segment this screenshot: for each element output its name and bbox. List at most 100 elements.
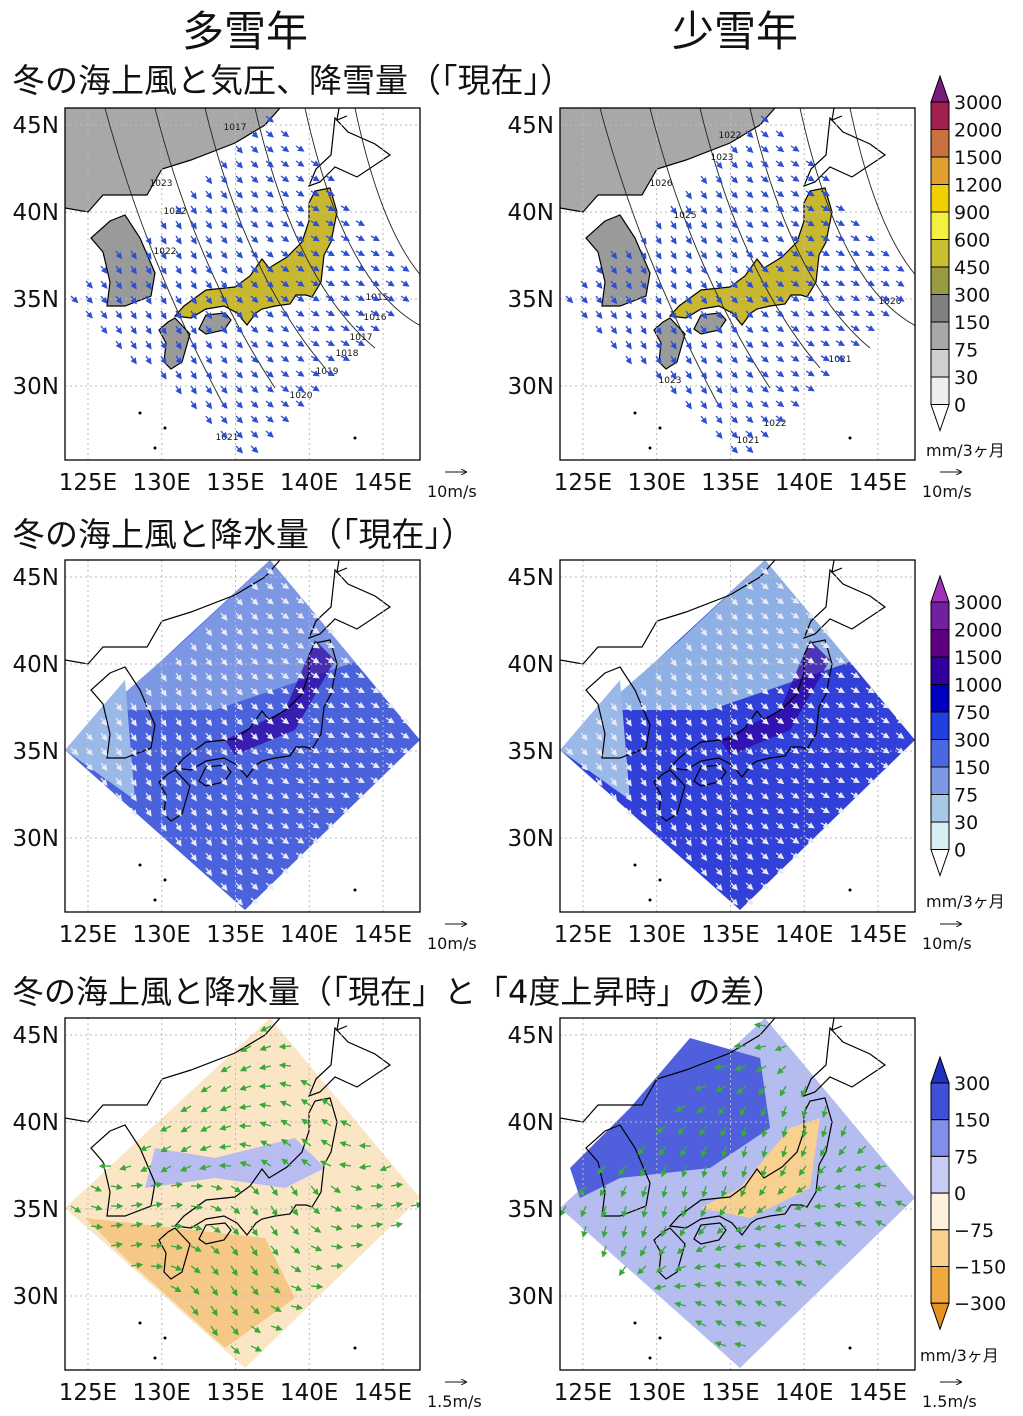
colorbar-label: 450 bbox=[954, 257, 990, 279]
reference-vector-label: 1.5m/s bbox=[427, 1392, 482, 1411]
island bbox=[354, 437, 357, 440]
colorbar-label: 150 bbox=[954, 757, 990, 779]
lat-tick-label: 35N bbox=[508, 287, 554, 313]
wind-vector bbox=[220, 1165, 231, 1166]
lon-tick-label: 145E bbox=[849, 470, 907, 496]
lon-tick-label: 125E bbox=[59, 470, 117, 496]
island bbox=[849, 889, 852, 892]
isobar-label: 1023 bbox=[711, 153, 734, 163]
island bbox=[354, 889, 357, 892]
colorbar-label: −150 bbox=[954, 1257, 1006, 1279]
lon-tick-label: 140E bbox=[775, 922, 833, 948]
island bbox=[154, 1357, 157, 1360]
colorbar-box bbox=[931, 1230, 949, 1267]
lon-tick-label: 125E bbox=[59, 922, 117, 948]
lat-tick-label: 40N bbox=[508, 200, 554, 226]
lon-tick-label: 140E bbox=[280, 470, 338, 496]
isobar-label: 1021 bbox=[216, 433, 239, 443]
lon-tick-label: 130E bbox=[628, 470, 686, 496]
lon-tick-label: 145E bbox=[849, 922, 907, 948]
colorbar-label: 300 bbox=[954, 730, 990, 752]
colorbar-box bbox=[931, 157, 949, 185]
colorbar-label: 0 bbox=[954, 395, 966, 417]
isobar-label: 1023 bbox=[659, 376, 682, 386]
island bbox=[634, 412, 637, 415]
island bbox=[849, 1347, 852, 1350]
lon-tick-label: 135E bbox=[701, 1380, 759, 1406]
lat-tick-label: 30N bbox=[508, 374, 554, 400]
colorbar-label: 30 bbox=[954, 812, 978, 834]
wind-vector bbox=[151, 1245, 162, 1246]
colorbar-box bbox=[931, 295, 949, 323]
reference-vector-label: 10m/s bbox=[427, 934, 477, 953]
colorbar-box bbox=[931, 322, 949, 350]
island bbox=[849, 437, 852, 440]
colorbar-label: 3000 bbox=[954, 92, 1002, 114]
isobar-label: 1020 bbox=[290, 391, 313, 401]
wind-vector bbox=[151, 1266, 162, 1267]
isobar-label: 1017 bbox=[350, 333, 373, 343]
lat-tick-label: 40N bbox=[13, 652, 59, 678]
colorbar-box bbox=[931, 1156, 949, 1193]
lon-tick-label: 125E bbox=[59, 1380, 117, 1406]
column-header: 少雪年 bbox=[672, 7, 798, 56]
island bbox=[154, 899, 157, 902]
wind-vector bbox=[131, 1185, 142, 1186]
colorbar-box bbox=[931, 630, 949, 658]
lon-tick-label: 125E bbox=[554, 1380, 612, 1406]
colorbar-box bbox=[931, 102, 949, 130]
colorbar-box bbox=[931, 130, 949, 158]
colorbar-label: 1200 bbox=[954, 175, 1002, 197]
colorbar-bottom-triangle bbox=[931, 405, 949, 431]
lon-tick-label: 145E bbox=[354, 922, 412, 948]
wind-vector bbox=[795, 1225, 806, 1226]
colorbar-box bbox=[931, 685, 949, 713]
colorbar-unit: mm/3ヶ月 bbox=[926, 892, 1005, 911]
colorbar-bottom-triangle bbox=[931, 850, 949, 876]
lat-tick-label: 45N bbox=[508, 113, 554, 139]
lon-tick-label: 140E bbox=[280, 922, 338, 948]
isobar-label: 1022 bbox=[719, 131, 742, 141]
colorbar-top-triangle bbox=[931, 76, 949, 102]
colorbar-label: 0 bbox=[954, 840, 966, 862]
colorbar-unit: mm/3ヶ月 bbox=[926, 441, 1005, 460]
isobar-label: 1016 bbox=[364, 313, 387, 323]
lat-tick-label: 40N bbox=[13, 200, 59, 226]
isobar-label: 1021 bbox=[737, 436, 760, 446]
colorbar-bottom-triangle bbox=[931, 1303, 949, 1329]
colorbar-box bbox=[931, 240, 949, 268]
colorbar-unit: mm/3ヶ月 bbox=[920, 1346, 999, 1365]
island bbox=[354, 1347, 357, 1350]
island bbox=[164, 879, 167, 882]
colorbar-box bbox=[931, 740, 949, 768]
colorbar-label: 300 bbox=[954, 1073, 990, 1095]
island bbox=[649, 899, 652, 902]
lat-tick-label: 35N bbox=[13, 287, 59, 313]
isobar-label: 1026 bbox=[650, 179, 673, 189]
isobar-label: 1018 bbox=[336, 349, 359, 359]
colorbar-label: 3000 bbox=[954, 592, 1002, 614]
lon-tick-label: 140E bbox=[775, 1380, 833, 1406]
isobar-label: 1021 bbox=[829, 355, 852, 365]
colorbar-label: 75 bbox=[954, 340, 978, 362]
colorbar-label: 2000 bbox=[954, 620, 1002, 642]
lat-tick-label: 30N bbox=[13, 1284, 59, 1310]
reference-vector-label: 10m/s bbox=[922, 482, 972, 501]
colorbar-box bbox=[931, 767, 949, 795]
colorbar-box bbox=[931, 822, 949, 850]
lat-tick-label: 35N bbox=[13, 739, 59, 765]
lat-tick-label: 45N bbox=[508, 1023, 554, 1049]
lon-tick-label: 145E bbox=[849, 1380, 907, 1406]
row-title: 冬の海上風と気圧、降雪量（「現在」） bbox=[12, 61, 573, 100]
colorbar-label: −300 bbox=[954, 1293, 1006, 1315]
isobar-label: 1023 bbox=[150, 179, 173, 189]
colorbar-label: 1500 bbox=[954, 147, 1002, 169]
colorbar-label: −75 bbox=[954, 1220, 994, 1242]
figure: 多雪年 少雪年 冬の海上風と気圧、降雪量（「現在」） 冬の海上風と降水量（「現在… bbox=[0, 0, 1023, 1412]
lon-tick-label: 135E bbox=[701, 470, 759, 496]
